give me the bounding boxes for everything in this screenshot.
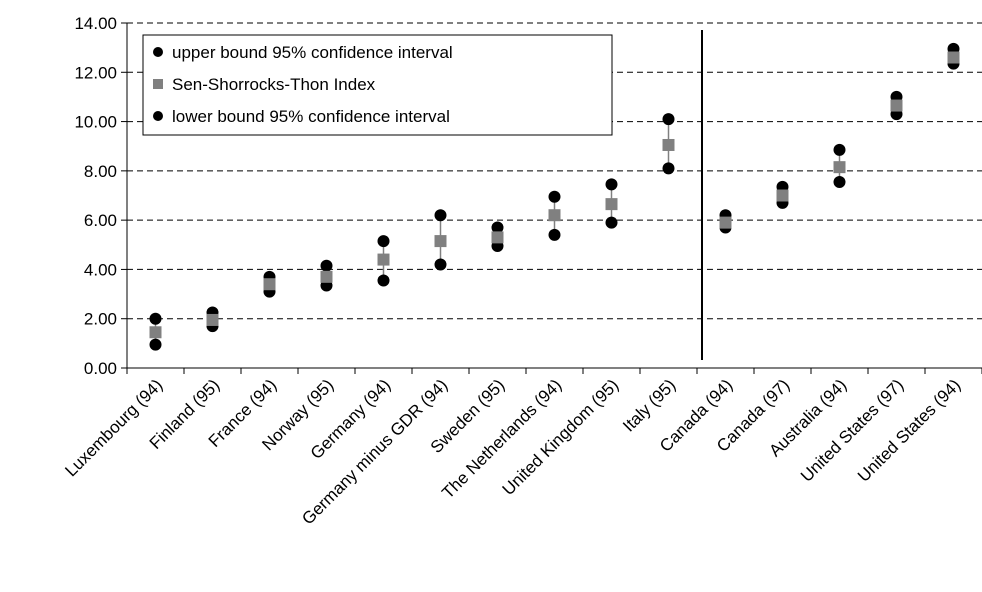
point: [149, 312, 162, 325]
point: [320, 270, 333, 283]
point: [377, 235, 390, 248]
point: [434, 209, 447, 222]
point: [206, 313, 219, 326]
legend-label: lower bound 95% confidence interval: [172, 107, 450, 126]
legend-marker: [153, 111, 163, 121]
point: [377, 253, 390, 266]
y-tick-label: 10.00: [74, 113, 117, 132]
point: [776, 189, 789, 202]
point: [662, 113, 675, 126]
point: [662, 162, 675, 175]
point: [662, 138, 675, 151]
legend-box: [142, 34, 613, 136]
x-tick-label: United States (94): [854, 375, 964, 485]
point: [548, 228, 561, 241]
point: [548, 209, 561, 222]
y-tick-label: 8.00: [84, 162, 117, 181]
point: [833, 175, 846, 188]
point: [491, 231, 504, 244]
y-tick-label: 0.00: [84, 359, 117, 378]
point: [548, 190, 561, 203]
point: [434, 235, 447, 248]
point: [491, 221, 504, 234]
point: [947, 51, 960, 64]
x-tick-label: Italy (95): [619, 375, 679, 435]
point: [320, 259, 333, 272]
legend-marker: [153, 79, 163, 89]
point: [719, 216, 732, 229]
x-tick-label: United Kingdom (95): [499, 375, 623, 499]
y-tick-label: 12.00: [74, 63, 117, 82]
x-tick-label: United States (97): [797, 375, 907, 485]
point: [605, 198, 618, 211]
y-tick-label: 14.00: [74, 14, 117, 33]
point: [890, 99, 903, 112]
legend-label: upper bound 95% confidence interval: [172, 43, 453, 62]
point: [377, 274, 390, 287]
point: [833, 143, 846, 156]
x-tick-label: Luxembourg (94): [61, 375, 166, 480]
legend-marker: [153, 47, 163, 57]
point: [434, 258, 447, 271]
point: [149, 338, 162, 351]
y-tick-label: 6.00: [84, 211, 117, 230]
point: [263, 278, 276, 291]
point: [605, 216, 618, 229]
y-tick-label: 4.00: [84, 260, 117, 279]
legend-label: Sen-Shorrocks-Thon Index: [172, 75, 376, 94]
y-tick-label: 2.00: [84, 310, 117, 329]
point: [833, 161, 846, 174]
point: [605, 178, 618, 191]
point: [149, 326, 162, 339]
